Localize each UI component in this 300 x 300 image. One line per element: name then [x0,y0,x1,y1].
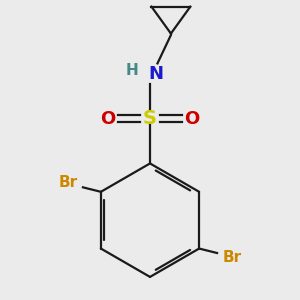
Text: Br: Br [222,250,242,265]
Text: S: S [143,109,157,128]
Text: N: N [148,65,164,83]
Text: O: O [184,110,200,128]
Text: Br: Br [58,175,78,190]
Text: O: O [100,110,116,128]
Text: H: H [126,63,139,78]
